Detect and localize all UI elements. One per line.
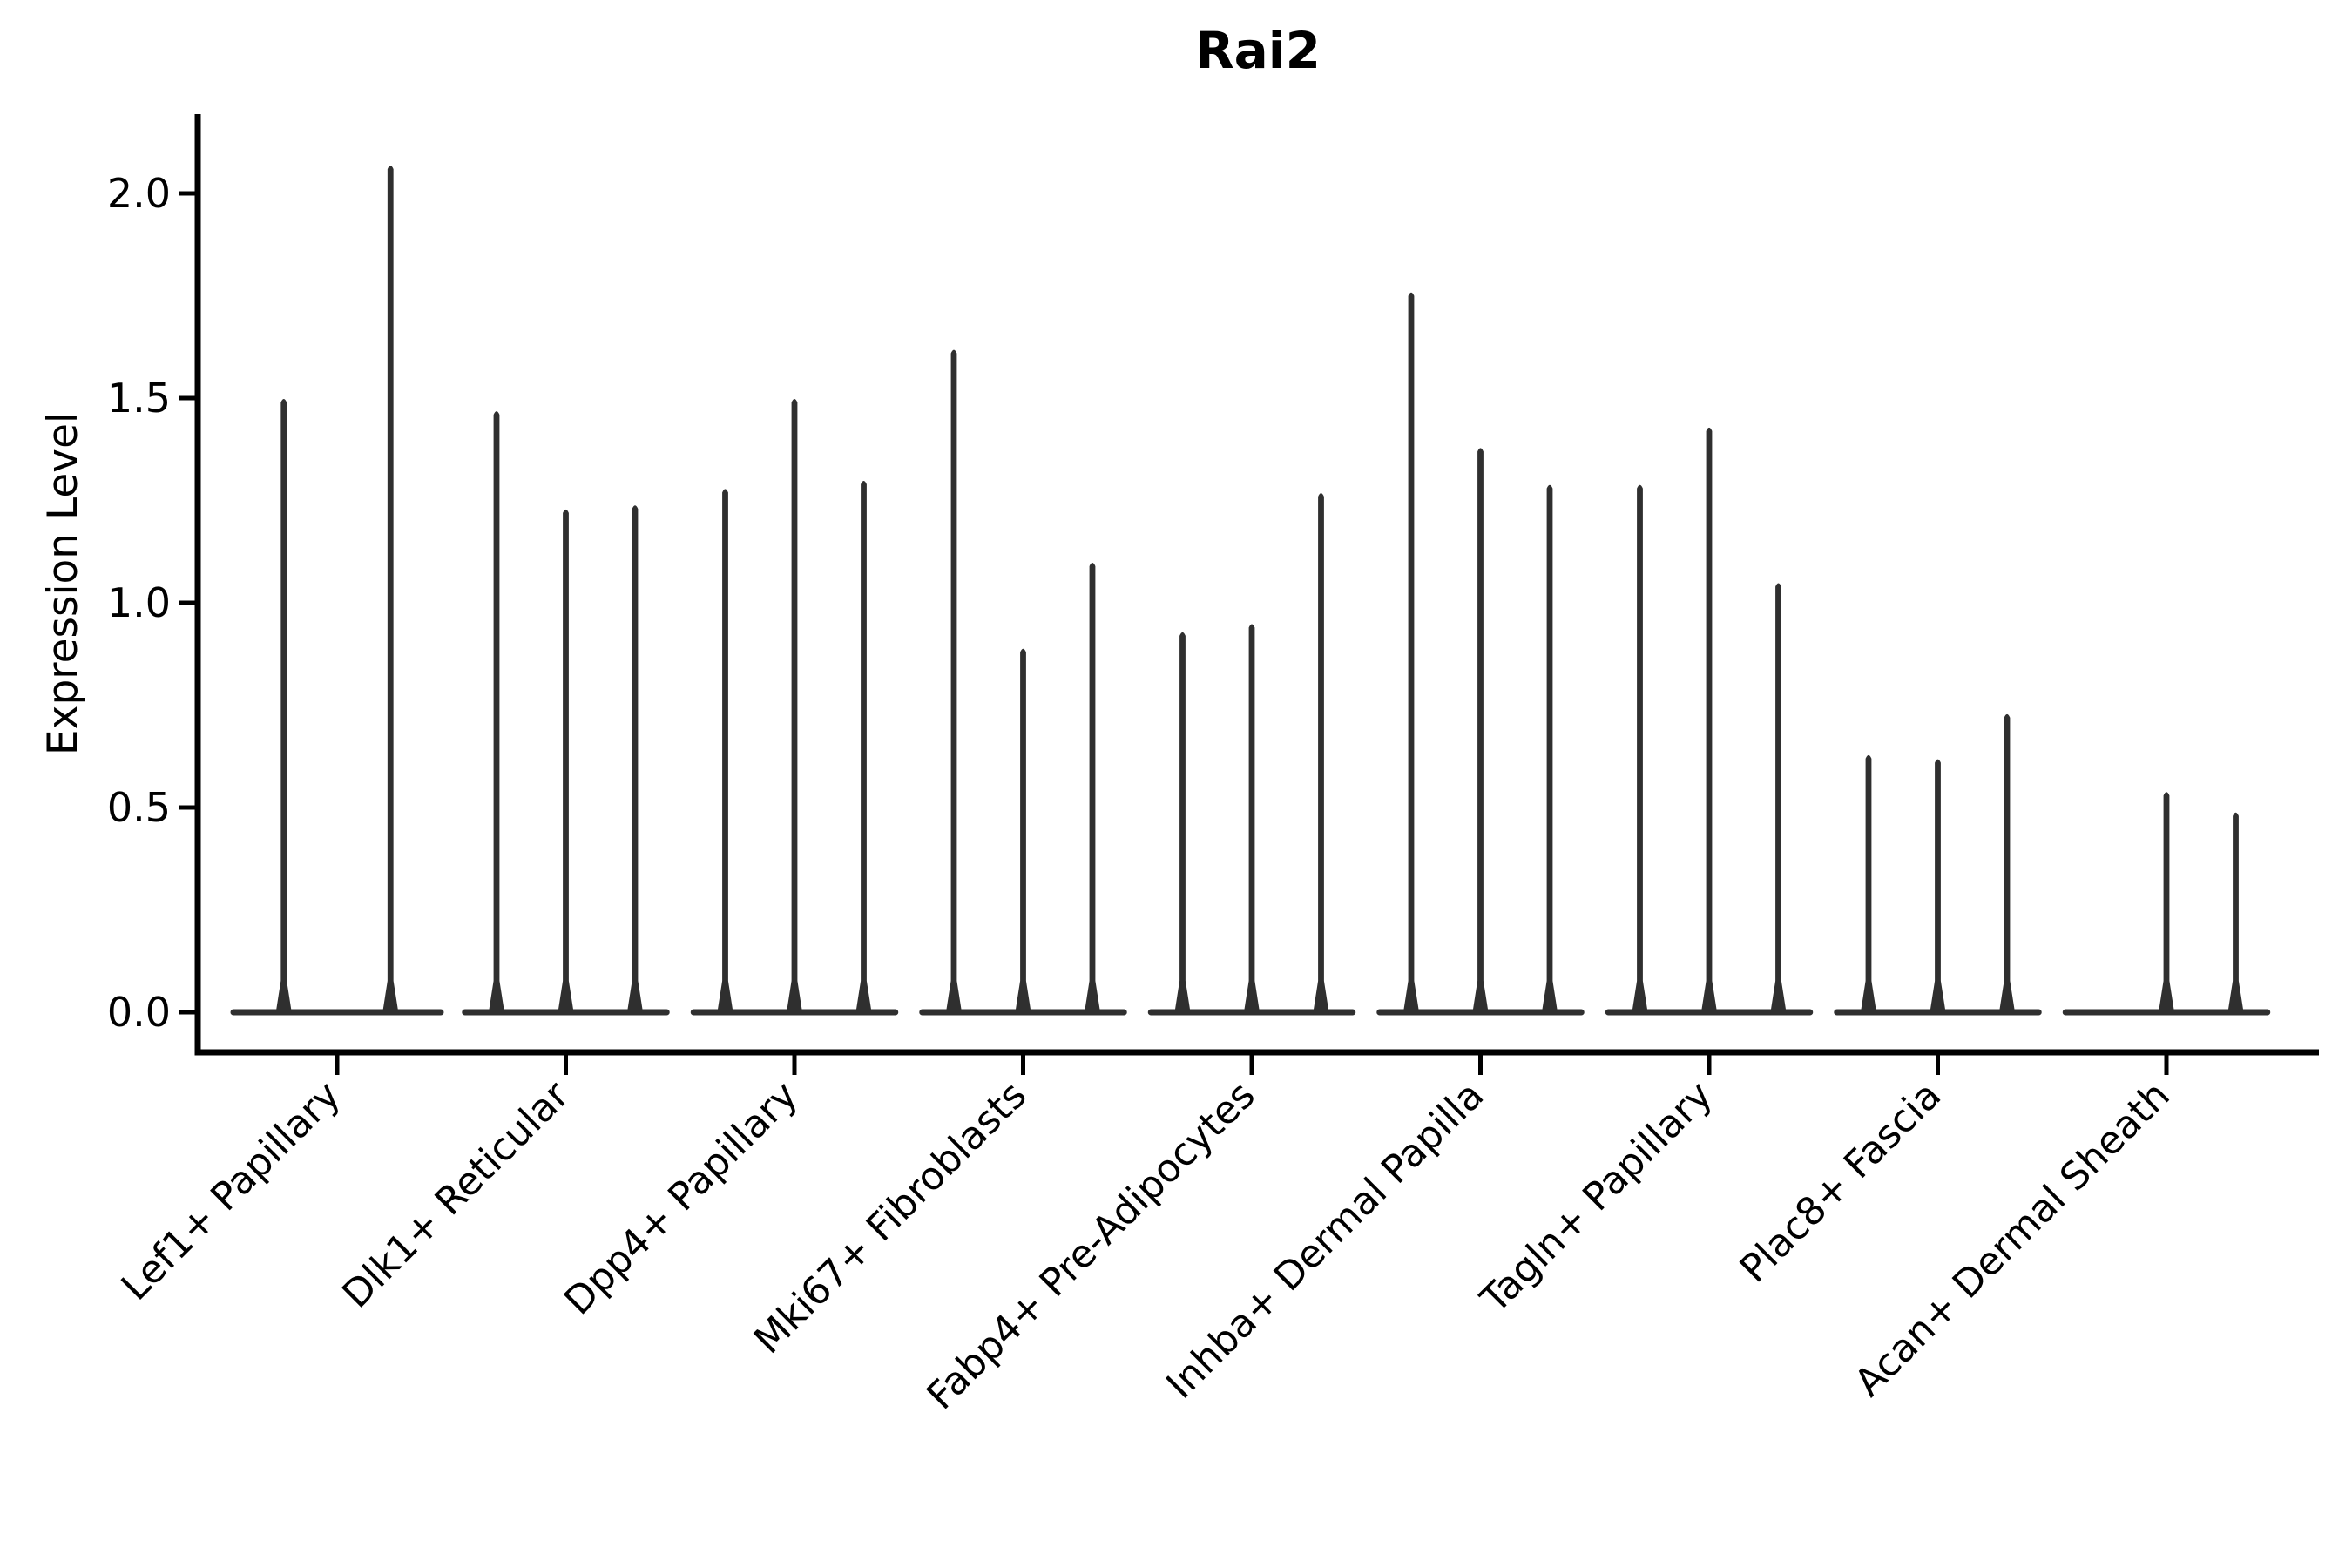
violin-spike (945, 349, 963, 1016)
y-tick-label: 1.0 (107, 579, 171, 626)
x-tick-mark (792, 1052, 797, 1075)
violin-spike (1174, 632, 1191, 1015)
violin-spike (1998, 713, 2016, 1015)
y-tick-label: 1.5 (107, 375, 171, 422)
chart-title: Rai2 (1195, 21, 1321, 80)
x-tick-mark (2164, 1052, 2169, 1075)
violin-spike (1015, 648, 1031, 1015)
violin-spike (1084, 563, 1101, 1015)
x-tick-mark (1707, 1052, 1712, 1075)
y-tick-label: 0.0 (107, 989, 171, 1036)
x-tick-mark (1936, 1052, 1940, 1075)
y-axis-label: Expression Level (39, 412, 87, 755)
x-category-label: Dpp4+ Papillary (556, 1073, 807, 1324)
violin-spike (382, 166, 399, 1016)
y-tick-label: 0.5 (107, 784, 171, 831)
violin-spike (1770, 583, 1787, 1015)
y-axis-spine (194, 114, 201, 1056)
violin-spike (1402, 292, 1420, 1015)
y-tick-mark (179, 191, 198, 196)
x-category-label: Tagln+ Papillary (1472, 1073, 1721, 1322)
violin-spike (1632, 484, 1648, 1015)
violin-spike (717, 489, 733, 1015)
x-tick-mark (1021, 1052, 1025, 1075)
axes-layer (179, 114, 2319, 1075)
x-category-label: Dlk1+ Reticular (334, 1072, 578, 1317)
x-tick-mark (1249, 1052, 1254, 1075)
y-tick-mark (179, 1010, 198, 1015)
x-axis-spine (194, 1049, 2319, 1056)
violin-spike (855, 481, 872, 1015)
y-tick-mark (179, 395, 198, 401)
violin-spike (2227, 812, 2244, 1015)
violin-spike (1700, 427, 1718, 1015)
violin-base-strip (230, 1009, 444, 1016)
x-tick-mark (335, 1052, 340, 1075)
violin-spike (1860, 754, 1877, 1015)
x-tick-mark (564, 1052, 568, 1075)
x-category-label: Lef1+ Papillary (113, 1073, 349, 1309)
violin-spike (626, 505, 644, 1015)
violin-spike (1313, 493, 1329, 1015)
violin-spike (1243, 624, 1260, 1015)
x-category-label: Plac8+ Fascia (1732, 1073, 1950, 1292)
y-tick-mark (179, 805, 198, 810)
violin-spike (488, 411, 505, 1016)
violin-spike (786, 399, 803, 1015)
violins-layer (230, 166, 2271, 1016)
violin-spike (558, 509, 574, 1015)
violin-spike (2158, 792, 2175, 1015)
violin-spike (1472, 448, 1489, 1015)
y-tick-label: 2.0 (107, 170, 171, 217)
violin-spike (1930, 759, 1946, 1015)
y-tick-mark (179, 600, 198, 605)
violin-spike (275, 399, 293, 1015)
violin-spike (1541, 484, 1558, 1015)
x-tick-mark (1478, 1052, 1483, 1075)
